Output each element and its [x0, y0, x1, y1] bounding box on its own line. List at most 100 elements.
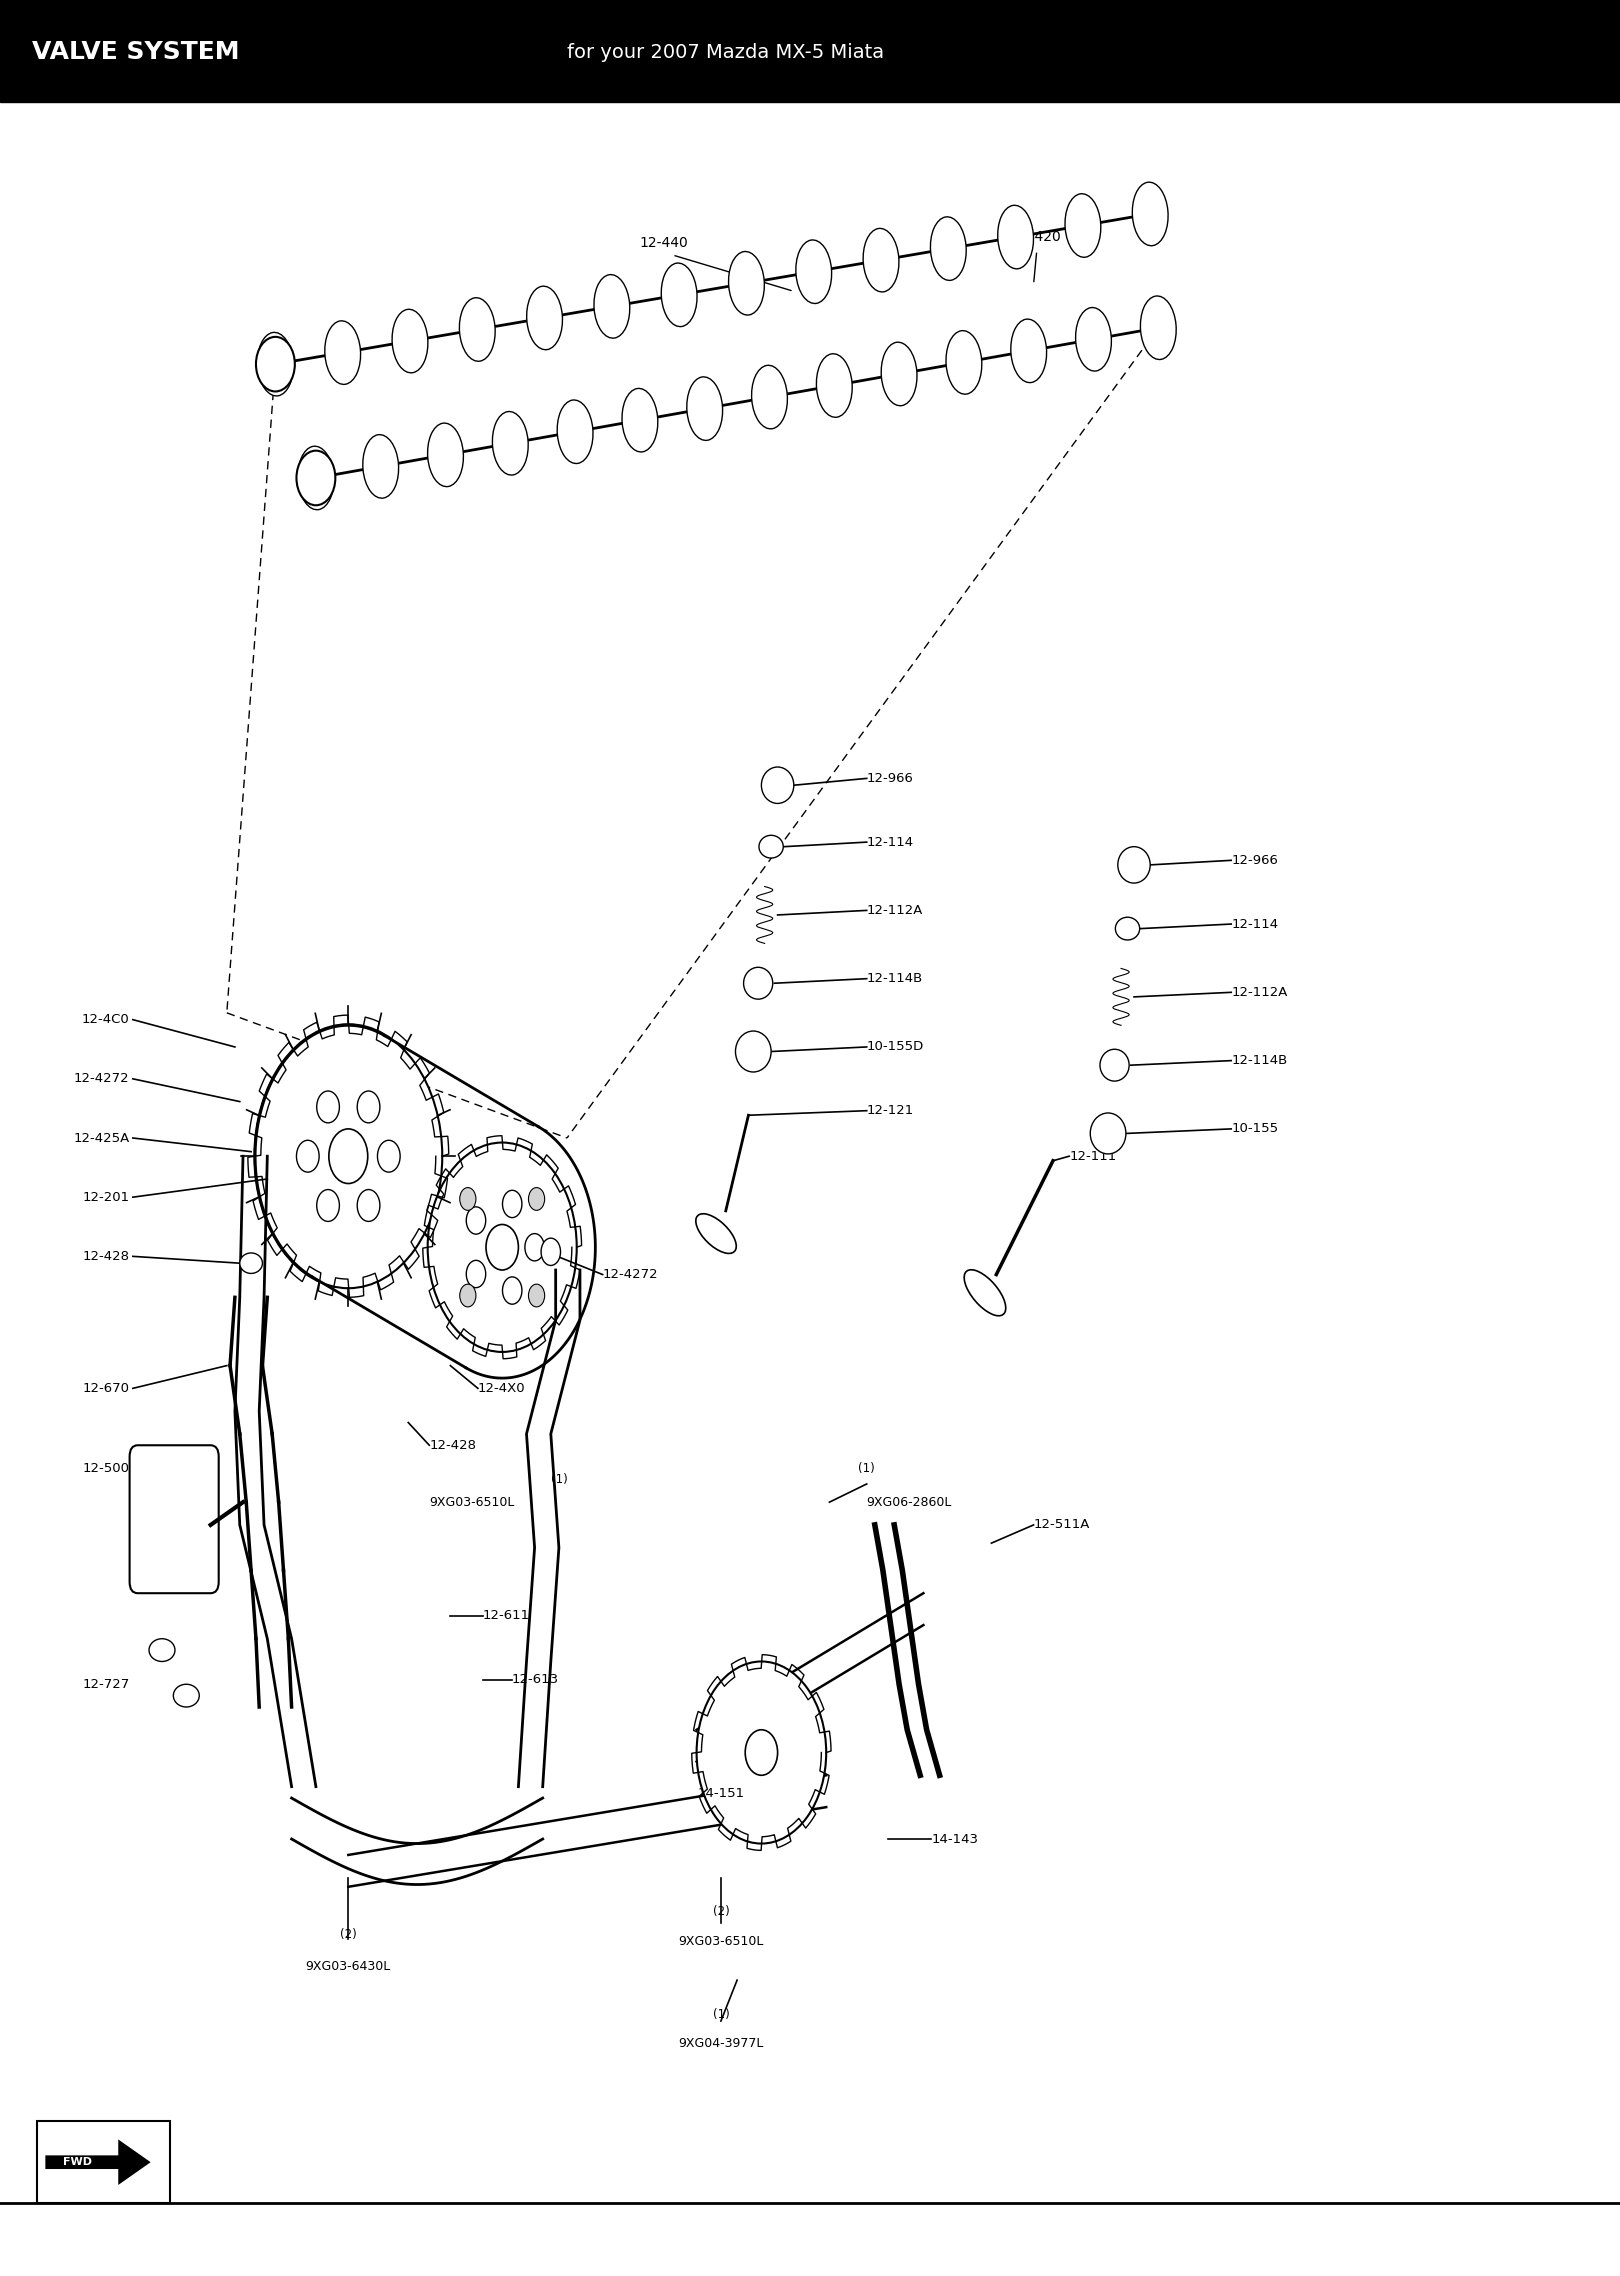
- Ellipse shape: [526, 287, 562, 351]
- Text: 12-727: 12-727: [83, 1677, 130, 1691]
- Ellipse shape: [1140, 296, 1176, 360]
- Ellipse shape: [258, 332, 293, 396]
- Text: 14-151: 14-151: [697, 1787, 745, 1800]
- Text: 12-440: 12-440: [640, 237, 688, 250]
- Circle shape: [502, 1190, 522, 1218]
- Text: 12-112A: 12-112A: [867, 904, 923, 917]
- Ellipse shape: [729, 253, 765, 314]
- Text: 12-428: 12-428: [83, 1250, 130, 1263]
- Circle shape: [256, 337, 295, 391]
- Circle shape: [486, 1224, 518, 1270]
- Text: 12-201: 12-201: [83, 1190, 130, 1204]
- Circle shape: [358, 1190, 379, 1222]
- Text: 12-613: 12-613: [512, 1673, 559, 1687]
- Text: 12-425A: 12-425A: [73, 1131, 130, 1145]
- Text: 12-111: 12-111: [1069, 1149, 1116, 1163]
- Ellipse shape: [324, 321, 361, 385]
- Circle shape: [745, 1730, 778, 1775]
- Ellipse shape: [392, 310, 428, 373]
- Text: 9XG03-6430L: 9XG03-6430L: [306, 1960, 390, 1973]
- Text: 12-428: 12-428: [429, 1438, 476, 1452]
- Ellipse shape: [758, 835, 784, 858]
- Ellipse shape: [541, 1238, 561, 1265]
- Ellipse shape: [752, 366, 787, 428]
- Circle shape: [329, 1129, 368, 1184]
- Circle shape: [525, 1234, 544, 1261]
- Text: 12-4272: 12-4272: [603, 1268, 658, 1281]
- Circle shape: [467, 1206, 486, 1234]
- Text: 9XG03-6510L: 9XG03-6510L: [679, 1935, 763, 1948]
- Circle shape: [296, 1140, 319, 1172]
- Ellipse shape: [744, 967, 773, 999]
- Ellipse shape: [557, 401, 593, 464]
- Ellipse shape: [460, 298, 496, 362]
- Bar: [0, 0, 1620, 102]
- Ellipse shape: [363, 435, 399, 498]
- Ellipse shape: [492, 412, 528, 476]
- Text: (1): (1): [713, 2007, 729, 2021]
- Ellipse shape: [1011, 319, 1047, 382]
- Ellipse shape: [761, 767, 794, 803]
- Circle shape: [528, 1284, 544, 1306]
- Ellipse shape: [863, 228, 899, 291]
- Text: VALVE SYSTEM: VALVE SYSTEM: [32, 41, 240, 64]
- Text: 12-114B: 12-114B: [1231, 1054, 1288, 1067]
- Ellipse shape: [881, 341, 917, 405]
- Ellipse shape: [816, 353, 852, 417]
- Text: 12-966: 12-966: [1231, 854, 1278, 867]
- Text: 12-114: 12-114: [867, 835, 914, 849]
- Text: 12-4C0: 12-4C0: [83, 1013, 130, 1026]
- Circle shape: [316, 1190, 339, 1222]
- Circle shape: [502, 1277, 522, 1304]
- Ellipse shape: [1076, 307, 1111, 371]
- Polygon shape: [45, 2139, 151, 2185]
- Text: 14-143: 14-143: [931, 1832, 978, 1846]
- Text: 12-4272: 12-4272: [75, 1072, 130, 1086]
- Circle shape: [697, 1661, 826, 1844]
- Text: FWD: FWD: [63, 2158, 92, 2167]
- Ellipse shape: [428, 423, 463, 487]
- Ellipse shape: [149, 1639, 175, 1661]
- Ellipse shape: [661, 264, 697, 325]
- Text: 12-112A: 12-112A: [1231, 986, 1288, 999]
- Text: 10-155: 10-155: [1231, 1122, 1278, 1136]
- Ellipse shape: [998, 205, 1034, 269]
- Text: 12-511A: 12-511A: [1034, 1518, 1090, 1532]
- Text: (2): (2): [340, 1928, 356, 1941]
- Text: (1): (1): [859, 1461, 875, 1475]
- Circle shape: [460, 1188, 476, 1211]
- Ellipse shape: [1115, 917, 1140, 940]
- Circle shape: [377, 1140, 400, 1172]
- Ellipse shape: [1100, 1049, 1129, 1081]
- Text: 12-966: 12-966: [867, 772, 914, 785]
- Text: (2): (2): [713, 1905, 729, 1919]
- Ellipse shape: [1118, 847, 1150, 883]
- Circle shape: [296, 451, 335, 505]
- Text: 12-611: 12-611: [483, 1609, 530, 1623]
- Circle shape: [358, 1090, 379, 1122]
- Text: 12-4X0: 12-4X0: [478, 1382, 525, 1395]
- Text: (1): (1): [551, 1473, 567, 1486]
- Ellipse shape: [595, 275, 630, 339]
- Ellipse shape: [795, 239, 831, 303]
- Ellipse shape: [173, 1684, 199, 1707]
- Ellipse shape: [687, 378, 723, 439]
- Text: 12-500: 12-500: [83, 1461, 130, 1475]
- Text: 9XG06-2860L: 9XG06-2860L: [867, 1495, 953, 1509]
- Circle shape: [428, 1143, 577, 1352]
- Bar: [37, 2121, 170, 2203]
- Circle shape: [460, 1284, 476, 1306]
- Ellipse shape: [697, 1213, 735, 1254]
- Ellipse shape: [298, 446, 334, 510]
- Ellipse shape: [1064, 193, 1102, 257]
- Text: 12-121: 12-121: [867, 1104, 914, 1118]
- Text: 12-420: 12-420: [1012, 230, 1061, 244]
- Text: 9XG03-6510L: 9XG03-6510L: [429, 1495, 515, 1509]
- Text: for your 2007 Mazda MX-5 Miata: for your 2007 Mazda MX-5 Miata: [567, 43, 885, 61]
- Circle shape: [467, 1261, 486, 1288]
- Ellipse shape: [946, 330, 982, 394]
- Text: 9XG04-3977L: 9XG04-3977L: [679, 2037, 763, 2051]
- Text: 12-670: 12-670: [83, 1382, 130, 1395]
- FancyBboxPatch shape: [130, 1445, 219, 1593]
- Text: 12-114: 12-114: [1231, 917, 1278, 931]
